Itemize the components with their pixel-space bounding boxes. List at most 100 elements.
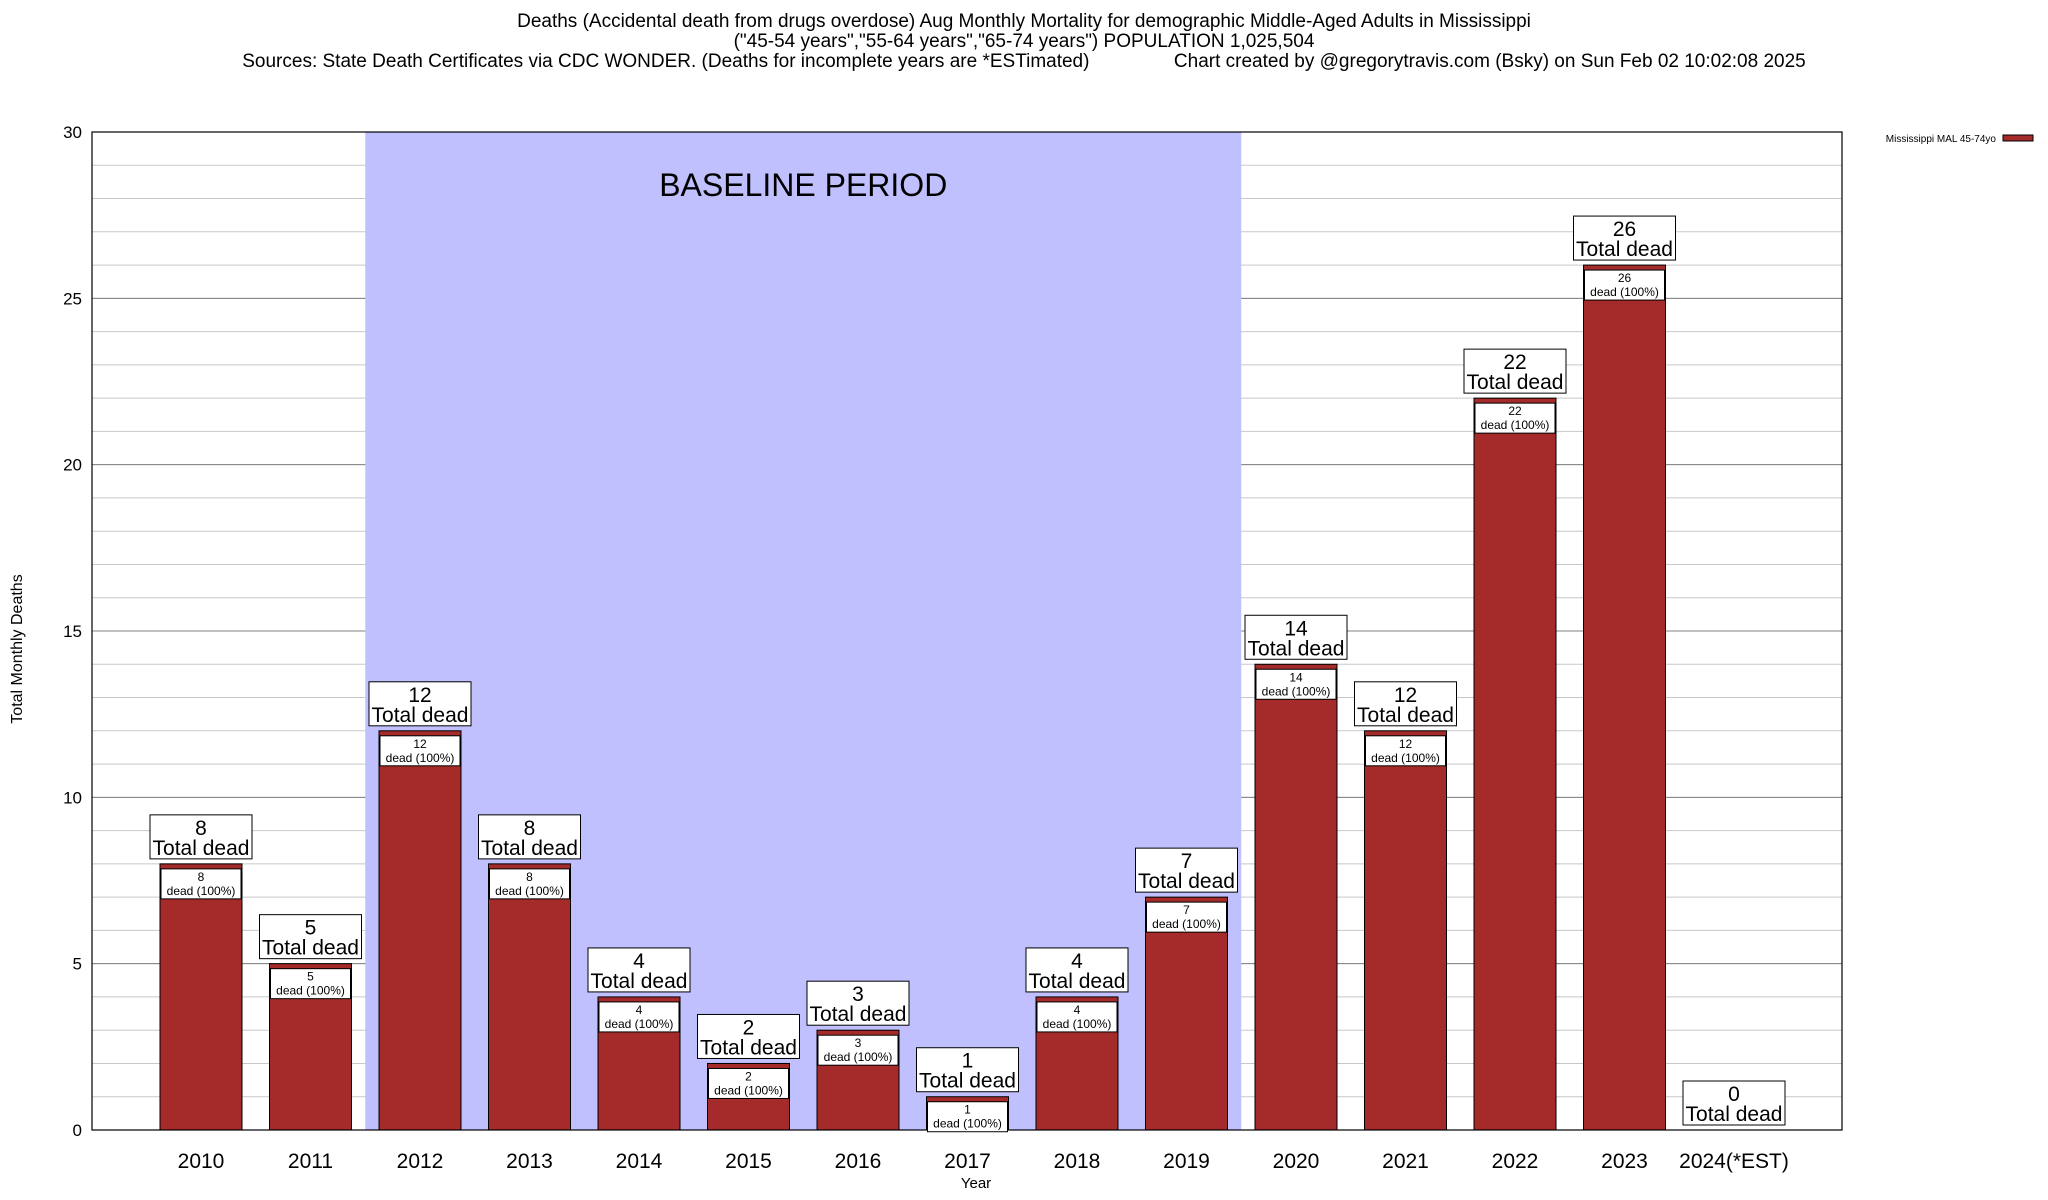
total-label-text: Total dead (1576, 238, 1673, 261)
total-label-box (587, 947, 691, 993)
total-label-text: Total dead (262, 937, 359, 960)
y-tick-label: 0 (73, 1121, 82, 1140)
x-tick-label: 2016 (835, 1150, 882, 1173)
x-tick-label: 2019 (1163, 1150, 1210, 1173)
total-label-text: Total dead (810, 1003, 907, 1026)
inner-label-value: 7 (1183, 903, 1190, 917)
inner-label-value: 4 (1074, 1003, 1081, 1017)
inner-label-text: dead (100%) (276, 984, 345, 998)
total-label-box (149, 814, 253, 860)
inner-label-value: 14 (1289, 670, 1303, 684)
bar (1583, 264, 1666, 1131)
inner-label-value: 12 (1399, 737, 1413, 751)
inner-label-value: 8 (198, 870, 205, 884)
y-tick-label: 10 (63, 788, 82, 807)
total-label-text: Total dead (153, 837, 250, 860)
x-tick-label: 2022 (1492, 1150, 1539, 1173)
baseline-period-label: BASELINE PERIOD (659, 167, 947, 203)
bar (1254, 663, 1338, 1131)
chart-source-line: Sources: State Death Certificates via CD… (242, 51, 1806, 72)
inner-label-text: dead (100%) (1152, 917, 1221, 931)
x-tick-label: 2024(*EST) (1679, 1150, 1789, 1173)
inner-label-box (1036, 1001, 1118, 1033)
inner-label-box (1474, 402, 1556, 434)
total-label-text: Total dead (591, 970, 688, 993)
inner-label-box (1255, 668, 1337, 700)
total-label-text: Total dead (481, 837, 578, 860)
total-label-box (1573, 215, 1676, 261)
inner-label-text: dead (100%) (1590, 285, 1659, 299)
inner-label-text: dead (100%) (933, 1117, 1002, 1131)
y-tick-label: 25 (63, 289, 82, 308)
total-label-text: Total dead (372, 704, 469, 727)
inner-label-text: dead (100%) (1371, 751, 1440, 765)
inner-label-value: 12 (413, 737, 427, 751)
total-label-box (1244, 614, 1348, 660)
inner-label-text: dead (100%) (167, 884, 236, 898)
total-label-box (1354, 681, 1457, 727)
legend: Mississippi MAL 45-74yo (1886, 134, 2034, 145)
legend-label: Mississippi MAL 45-74yo (1886, 134, 1997, 145)
total-label-text: Total dead (1357, 704, 1454, 727)
inner-label-box (708, 1067, 789, 1099)
chart-header: Deaths (Accidental death from drugs over… (0, 12, 2048, 72)
inner-label-box (1146, 901, 1227, 933)
y-tick-label: 30 (63, 123, 82, 142)
y-tick-label: 5 (73, 955, 82, 974)
bar (1473, 397, 1557, 1131)
total-label-box (1682, 1080, 1786, 1126)
total-label-value: 8 (524, 817, 536, 840)
total-label-box (259, 914, 362, 960)
total-label-text: Total dead (1467, 371, 1564, 394)
total-label-value: 7 (1181, 850, 1193, 873)
x-axis-title: Year (961, 1175, 991, 1192)
total-label-value: 5 (305, 917, 317, 940)
inner-label-text: dead (100%) (605, 1017, 674, 1031)
total-label-value: 22 (1503, 351, 1526, 374)
y-tick-label: 15 (63, 622, 82, 641)
x-tick-label: 2023 (1601, 1150, 1648, 1173)
total-label-value: 4 (633, 950, 645, 973)
inner-label-box (1584, 269, 1665, 301)
total-label-value: 12 (408, 684, 431, 707)
total-label-box (806, 980, 910, 1026)
inner-label-text: dead (100%) (824, 1050, 893, 1064)
total-label-value: 3 (852, 983, 864, 1006)
x-tick-label: 2013 (506, 1150, 553, 1173)
total-label-text: Total dead (700, 1036, 797, 1059)
bar (488, 863, 571, 1131)
inner-label-box (817, 1034, 899, 1066)
y-tick-label: 20 (63, 456, 82, 475)
inner-label-value: 5 (307, 970, 314, 984)
x-tick-label: 2014 (616, 1150, 663, 1173)
legend-swatch (2002, 134, 2034, 142)
total-label-value: 8 (195, 817, 207, 840)
inner-label-box (489, 868, 570, 900)
total-label-value: 1 (962, 1050, 974, 1073)
x-tick-label: 2021 (1382, 1150, 1429, 1173)
total-label-box (1025, 947, 1129, 993)
x-tick-label: 2010 (178, 1150, 225, 1173)
total-label-value: 14 (1284, 617, 1308, 640)
bar (378, 730, 462, 1131)
inner-label-box (1365, 735, 1446, 767)
total-label-text: Total dead (1686, 1103, 1783, 1126)
chart-title: Deaths (Accidental death from drugs over… (517, 11, 1531, 32)
inner-label-box (160, 868, 242, 900)
total-label-value: 4 (1071, 950, 1083, 973)
x-tick-label: 2012 (397, 1150, 444, 1173)
inner-label-value: 22 (1508, 404, 1522, 418)
total-label-text: Total dead (919, 1070, 1016, 1093)
x-tick-label: 2015 (725, 1150, 772, 1173)
x-tick-label: 2011 (288, 1150, 333, 1173)
inner-label-value: 1 (964, 1103, 971, 1117)
inner-label-value: 8 (526, 870, 533, 884)
inner-label-text: dead (100%) (1481, 418, 1550, 432)
inner-label-value: 26 (1618, 271, 1632, 285)
inner-label-text: dead (100%) (1262, 684, 1331, 698)
inner-label-text: dead (100%) (386, 751, 455, 765)
total-label-value: 12 (1394, 684, 1417, 707)
total-label-value: 0 (1728, 1083, 1740, 1106)
